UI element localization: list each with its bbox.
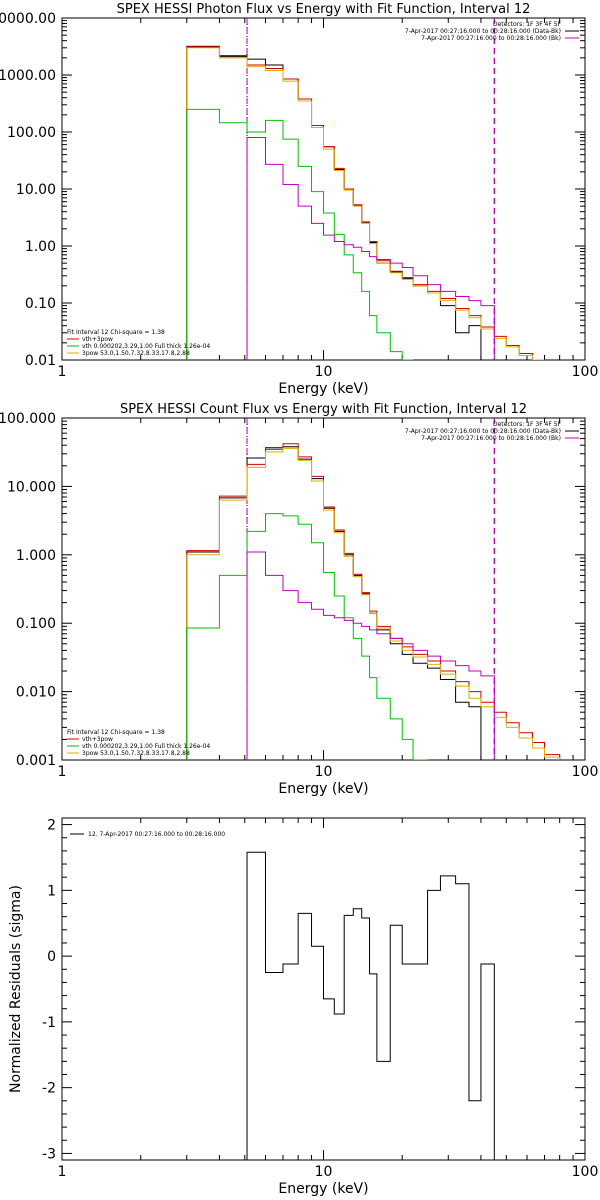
- legend-entry-label: vth 0.000202,3.29,1.00 Full thick 1.26e-…: [82, 743, 210, 750]
- y-tick-label: 2: [47, 818, 56, 834]
- y-tick-label: 0.001: [16, 753, 56, 769]
- series-line-5: [246, 551, 495, 760]
- y-axis-label: Normalized Residuals (sigma): [8, 885, 24, 1093]
- y-tick-label: 10.000: [7, 479, 56, 495]
- y-tick-label: 0.10: [25, 296, 56, 312]
- plot-frame: [61, 17, 586, 361]
- y-tick-label: 0.010: [16, 685, 56, 701]
- chart-panel-2: SPEX HESSI Count Flux vs Energy with Fit…: [0, 402, 598, 797]
- series-group: [246, 851, 495, 1160]
- legend-entry-label: Detectors: 1F 3F 4F 5F: [493, 21, 562, 28]
- y-tick-label: 0.01: [25, 353, 56, 369]
- x-tick-label: 100: [572, 1164, 599, 1180]
- series-line-4: [186, 513, 428, 760]
- series-line-4: [186, 108, 414, 360]
- series-line-5: [246, 137, 495, 360]
- legend-bottom-left: Fit Interval 12 Chi-square = 1.38vth+3po…: [67, 729, 210, 757]
- y-tick-label: 1: [47, 883, 56, 899]
- x-tick-label: 1: [58, 764, 67, 780]
- y-tick-label: 0: [47, 949, 56, 965]
- legend-top-right: Detectors: 1F 3F 4F 5F7-Apr-2017 00:27:1…: [405, 421, 579, 442]
- y-tick-label: 1.000: [16, 548, 56, 564]
- x-tick-label: 100: [572, 364, 599, 380]
- y-tick-label: 10.00: [16, 182, 56, 198]
- legend-entry-label: Detectors: 1F 3F 4F 5F: [493, 421, 562, 428]
- x-tick-label: 10: [315, 364, 333, 380]
- legend-top-right: Detectors: 1F 3F 4F 5F7-Apr-2017 00:27:1…: [405, 21, 579, 42]
- legend-entry-label: vth+3pow: [82, 336, 113, 343]
- legend-entry-label: 7-Apr-2017 00:27:16.000 to 00:28:16.000 …: [421, 35, 561, 42]
- legend-entry-label: vth 0.000202,3.29,1.00 Full thick 1.26e-…: [82, 343, 210, 350]
- legend-entry-label: 7-Apr-2017 00:27:16.000 to 00:28:16.000 …: [405, 428, 561, 435]
- series-group: [186, 45, 545, 360]
- y-tick-label: 1000.00: [0, 68, 56, 84]
- y-tick-label: 0.100: [16, 616, 56, 632]
- y-tick-label: 100.00: [7, 125, 56, 141]
- x-tick-label: 100: [572, 764, 599, 780]
- legend-entry-label: 7-Apr-2017 00:27:16.000 to 00:28:16.000 …: [421, 435, 561, 442]
- series-line-3: [186, 47, 545, 360]
- series-line-1: [186, 46, 482, 360]
- legend-entry-label: 3pow 53.0,1.50,7.32,8.33,17.8,2.88: [82, 750, 190, 757]
- legend-entry-label: Fit Interval 12 Chi-square = 1.38: [67, 729, 165, 736]
- x-axis-label: Energy (keV): [278, 1181, 368, 1197]
- y-tick-label: 100.000: [0, 411, 56, 427]
- series-line-2: [186, 443, 561, 760]
- y-tick-label: -1: [42, 1015, 56, 1031]
- x-tick-label: 10: [315, 1164, 333, 1180]
- legend-entry-label: 3pow 53.0,1.50,7.32,8.33,17.8,2.88: [82, 350, 190, 357]
- legend-entry-label: 12. 7-Apr-2017 00:27:16.000 to 00:28:16.…: [88, 831, 225, 838]
- plot-frame: [61, 417, 586, 761]
- legend-entry-label: vth+3pow: [82, 736, 113, 743]
- series-line-1: [186, 446, 482, 760]
- series-line-1: [246, 851, 495, 1160]
- chart-title: SPEX HESSI Count Flux vs Energy with Fit…: [120, 402, 527, 417]
- legend-top-left: 12. 7-Apr-2017 00:27:16.000 to 00:28:16.…: [70, 831, 225, 838]
- y-tick-label: -2: [42, 1081, 56, 1097]
- series-line-2: [186, 45, 545, 360]
- x-tick-label: 1: [58, 364, 67, 380]
- series-group: [186, 443, 561, 760]
- legend-entry-label: 7-Apr-2017 00:27:16.000 to 00:28:16.000 …: [405, 28, 561, 35]
- y-tick-label: -3: [42, 1146, 56, 1162]
- x-tick-label: 1: [58, 1164, 67, 1180]
- x-axis-label: Energy (keV): [278, 781, 368, 797]
- series-line-3: [186, 447, 561, 760]
- y-tick-label: 1.00: [25, 239, 56, 255]
- chart-panel-1: SPEX HESSI Photon Flux vs Energy with Fi…: [0, 2, 598, 397]
- chart-title: SPEX HESSI Photon Flux vs Energy with Fi…: [117, 2, 531, 17]
- legend-bottom-left: Fit Interval 12 Chi-square = 1.38vth+3po…: [67, 329, 210, 357]
- x-axis-label: Energy (keV): [278, 381, 368, 397]
- legend-entry-label: Fit Interval 12 Chi-square = 1.38: [67, 329, 165, 336]
- x-tick-label: 10: [315, 764, 333, 780]
